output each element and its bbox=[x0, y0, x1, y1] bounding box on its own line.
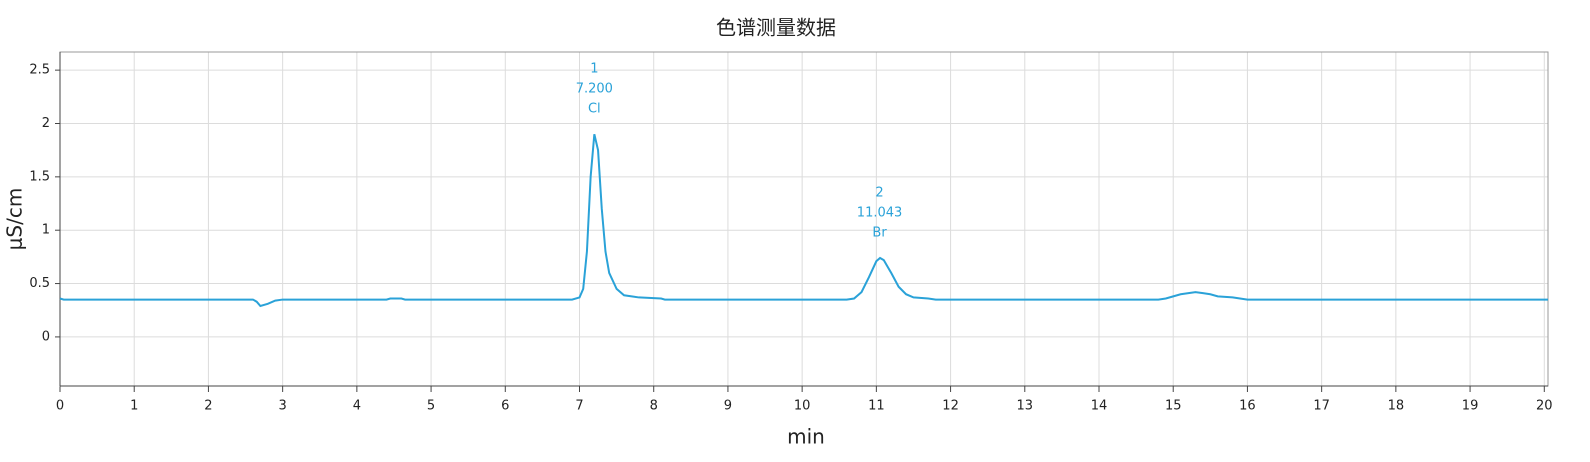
y-tick-label: 1.5 bbox=[29, 169, 50, 184]
peak-label: 11.043 bbox=[857, 205, 903, 220]
y-tick-label: 2 bbox=[42, 116, 50, 131]
trace-line bbox=[59, 133, 1548, 308]
x-tick-label: 16 bbox=[1239, 399, 1256, 414]
x-tick-label: 6 bbox=[501, 399, 509, 414]
x-tick-label: 8 bbox=[650, 399, 658, 414]
x-tick-label: 2 bbox=[204, 399, 212, 414]
y-axis-label: μS/cm bbox=[3, 188, 27, 251]
x-tick-label: 1 bbox=[130, 399, 138, 414]
x-tick-label: 12 bbox=[942, 399, 959, 414]
x-tick-label: 17 bbox=[1313, 399, 1330, 414]
y-tick-label: 0.5 bbox=[29, 276, 50, 291]
x-tick-label: 20 bbox=[1536, 399, 1553, 414]
x-tick-label: 3 bbox=[279, 399, 287, 414]
peak-label: Br bbox=[872, 225, 887, 240]
peak-label: 7.200 bbox=[576, 82, 613, 97]
x-tick-label: 18 bbox=[1388, 399, 1405, 414]
x-tick-label: 11 bbox=[868, 399, 885, 414]
x-tick-label: 14 bbox=[1091, 399, 1108, 414]
x-tick-label: 5 bbox=[427, 399, 435, 414]
y-tick-label: 1 bbox=[42, 223, 50, 238]
x-tick-label: 10 bbox=[794, 399, 811, 414]
y-tick-label: 2.5 bbox=[29, 63, 50, 78]
x-tick-label: 4 bbox=[353, 399, 361, 414]
x-tick-label: 15 bbox=[1165, 399, 1182, 414]
y-tick-label: 0 bbox=[42, 329, 50, 344]
x-tick-label: 19 bbox=[1462, 399, 1479, 414]
x-tick-label: 9 bbox=[724, 399, 732, 414]
x-tick-label: 7 bbox=[575, 399, 583, 414]
x-tick-label: 13 bbox=[1017, 399, 1034, 414]
plot-frame bbox=[59, 51, 1549, 387]
peak-label: 2 bbox=[875, 185, 883, 200]
peak-label: Cl bbox=[588, 102, 601, 117]
x-axis-label: min bbox=[787, 425, 825, 449]
chart-title: 色谱测量数据 bbox=[716, 16, 836, 40]
x-tick-label: 0 bbox=[56, 399, 64, 414]
peak-label: 1 bbox=[590, 62, 598, 77]
